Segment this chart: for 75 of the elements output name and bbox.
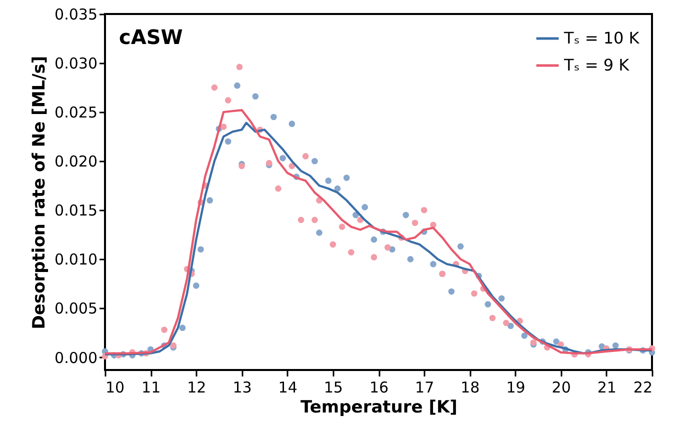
point (275, 185, 282, 192)
point (252, 93, 259, 100)
y-axis-title: Desorption rate of Ne [ML/s] (30, 56, 50, 330)
x-tick-label: 19 (506, 378, 526, 396)
y-tick-label: 0.025 (54, 104, 98, 122)
point (430, 222, 436, 228)
point (362, 204, 368, 210)
x-tick-label: 15 (324, 378, 343, 396)
x-tick-label: 11 (142, 378, 161, 396)
x-tick-label: 17 (415, 378, 434, 396)
point (206, 197, 214, 204)
point (338, 224, 346, 230)
point (161, 326, 168, 333)
x-tick-label: 16 (369, 378, 389, 396)
point (325, 178, 332, 184)
x-tick-label: 13 (232, 378, 252, 396)
point (508, 322, 514, 330)
y-tick-label: 0.035 (54, 6, 98, 24)
point (234, 82, 240, 89)
point (236, 64, 243, 70)
point (298, 216, 304, 224)
point (389, 246, 396, 253)
point (220, 124, 227, 130)
point (224, 97, 232, 104)
point (489, 314, 496, 322)
point (288, 120, 296, 127)
point (448, 288, 455, 295)
legend-label: Tₛ = 10 K (563, 28, 640, 48)
annotation: cASW (119, 25, 183, 49)
point (498, 295, 505, 302)
x-axis-title: Temperature [K] (300, 398, 458, 418)
point (312, 158, 318, 164)
point (502, 320, 510, 326)
point (402, 212, 410, 218)
point (457, 243, 464, 250)
point (370, 254, 378, 260)
y-tick-label: 0.030 (54, 54, 98, 73)
point (484, 301, 492, 308)
point (348, 249, 354, 256)
x-tick-label: 21 (597, 378, 616, 396)
x-tick-label: 20 (552, 378, 571, 396)
point (407, 256, 414, 262)
y-tick-label: 0.020 (54, 152, 98, 171)
point (471, 290, 478, 297)
point (280, 155, 286, 162)
point (430, 260, 436, 268)
x-tick-label: 18 (460, 378, 480, 396)
point (412, 220, 418, 226)
point (193, 282, 200, 289)
point (312, 216, 318, 224)
point (521, 332, 528, 339)
point (211, 84, 218, 91)
point (302, 153, 309, 160)
y-tick-label: 0.005 (54, 300, 98, 318)
y-tick-label: 0.015 (54, 202, 98, 220)
point (384, 244, 391, 251)
point (316, 230, 322, 236)
point (420, 206, 428, 214)
point (270, 114, 277, 120)
point (370, 236, 378, 243)
point (343, 174, 350, 181)
point (330, 241, 336, 248)
point (334, 185, 341, 192)
x-tick-label: 22 (633, 378, 652, 396)
point (224, 138, 232, 145)
point (179, 324, 186, 331)
point (553, 338, 560, 345)
y-tick-label: 0.000 (54, 348, 98, 367)
x-tick-label: 12 (187, 378, 206, 396)
x-tick-label: 10 (106, 378, 125, 396)
y-tick-label: 0.010 (54, 250, 98, 269)
point (612, 342, 619, 349)
x-tick-label: 14 (278, 378, 298, 396)
legend-label: Tₛ = 9 K (563, 56, 630, 74)
point (198, 246, 204, 253)
